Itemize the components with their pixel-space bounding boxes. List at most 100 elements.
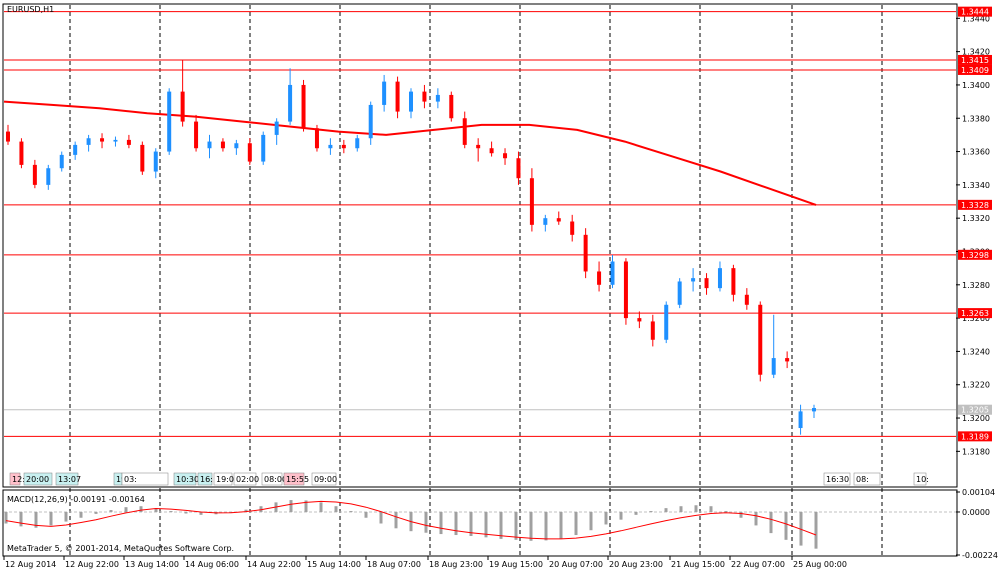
price-tick-label: 1.3260 (962, 314, 990, 323)
candle-down (637, 318, 642, 322)
candle-down (180, 91, 185, 122)
session-box (173, 472, 197, 486)
candle-up (261, 134, 266, 162)
macd-bar (574, 511, 578, 536)
candle-down (395, 81, 400, 112)
macd-bar (484, 511, 488, 538)
session-label: 13:07 (58, 475, 81, 484)
candle-down (220, 141, 225, 149)
macd-bar (604, 511, 608, 525)
candle-down (194, 121, 199, 149)
session-bar: 12:0320:0013:0719:0003:10:3016:19:0002:0… (9, 472, 929, 486)
candle-up (435, 94, 440, 102)
macd-bar (814, 511, 818, 549)
level-tag (958, 308, 992, 319)
macd-bar (439, 511, 443, 535)
candle-down (314, 128, 319, 149)
current-price-label: 1.3205 (961, 406, 989, 415)
time-tick-label: 13 Aug 14:00 (125, 560, 179, 569)
candle-up (113, 139, 118, 142)
session-label: 19:00 (216, 475, 239, 484)
time-axis: 12 Aug 2014 12 Aug 22:00 13 Aug 14:00 14 Au… (3, 556, 847, 569)
time-tick-label: 14 Aug 06:00 (185, 560, 239, 569)
macd-bar (199, 511, 203, 515)
session-label: 20:00 (26, 475, 49, 484)
candle-down (140, 144, 145, 172)
macd-bar (79, 511, 83, 518)
macd-bar (94, 511, 98, 514)
candle-down (529, 178, 534, 225)
candle-up (234, 143, 239, 149)
price-tick-label: 1.3380 (962, 114, 990, 123)
macd-bar (349, 511, 353, 513)
candle-up (677, 281, 682, 305)
macd-bar (694, 505, 698, 512)
time-tick-label: 20 Aug 07:00 (549, 560, 603, 569)
candle-up (812, 408, 816, 412)
macd-bar (634, 511, 638, 515)
macd-bar (754, 511, 758, 526)
macd-bar (739, 511, 743, 518)
macd-bar (319, 502, 323, 512)
macd-layer (4, 500, 956, 549)
session-box (121, 472, 169, 486)
macd-bar (499, 511, 503, 539)
session-label: 16:30 (826, 475, 849, 484)
session-box (261, 472, 283, 486)
macd-bar (289, 500, 293, 512)
macd-bar (424, 511, 428, 533)
session-label: 16: (200, 475, 213, 484)
level-tag-label: 1.3263 (961, 309, 989, 318)
candle-up (798, 411, 803, 429)
candle-down (650, 321, 655, 340)
candle-up (610, 261, 615, 285)
candle-down (556, 218, 561, 222)
candle-down (597, 271, 602, 285)
macd-axis: 0.00104 0.0000 -0.00224 (956, 488, 998, 560)
macd-bar (49, 511, 53, 526)
macd-bar (619, 511, 623, 520)
time-tick-label: 14 Aug 22:00 (247, 560, 301, 569)
macd-bar (724, 511, 728, 513)
price-tick-label: 1.3240 (962, 347, 990, 356)
time-tick-label: 15 Aug 14:00 (307, 560, 361, 569)
macd-bar (664, 508, 668, 512)
candle-down (476, 144, 481, 149)
price-tick-label: 1.3280 (962, 281, 990, 290)
candle-up (771, 358, 776, 375)
time-tick-label: 18 Aug 23:00 (429, 560, 483, 569)
session-box (853, 472, 881, 486)
level-tag-label: 1.3409 (961, 66, 989, 75)
macd-bar (649, 511, 653, 513)
macd-tick-label: 0.0000 (962, 508, 990, 517)
candle-down (785, 358, 790, 362)
session-box (213, 472, 233, 486)
session-label: 08: (856, 475, 869, 484)
chart-title: EURUSD,H1 (7, 5, 54, 14)
candle-up (355, 138, 360, 149)
moving-average-line (3, 100, 817, 206)
macd-bar (184, 511, 188, 514)
level-tag (958, 431, 992, 442)
session-label: 08:00 (264, 475, 287, 484)
candle-up (59, 154, 64, 169)
candle-up (46, 168, 51, 185)
vertical-grid (69, 5, 883, 556)
horizontal-levels[interactable] (4, 11, 956, 437)
candles-layer (6, 59, 816, 435)
candle-up (73, 144, 78, 155)
session-label: 03: (124, 475, 137, 484)
macd-bar (529, 511, 533, 541)
time-tick-label: 20 Aug 23:00 (609, 560, 663, 569)
candle-down (516, 158, 521, 179)
level-tag (958, 54, 992, 65)
price-tick-label: 1.3420 (962, 48, 990, 57)
macd-bar (544, 511, 548, 541)
macd-bar (139, 506, 143, 512)
macd-plot-frame (2, 489, 958, 557)
macd-bar (379, 511, 383, 524)
main-plot-frame (2, 3, 958, 488)
